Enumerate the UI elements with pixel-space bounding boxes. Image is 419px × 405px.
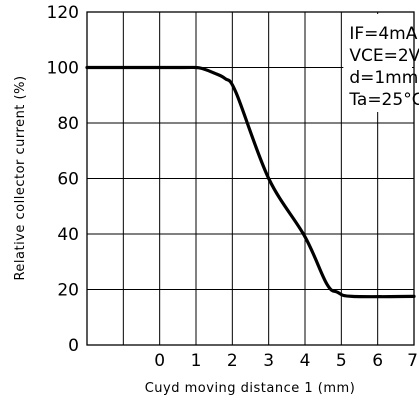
x-tick-label: 4 xyxy=(300,351,311,371)
y-tick-label: 100 xyxy=(47,59,79,79)
y-tick-label: 120 xyxy=(47,3,79,23)
x-tick-label: 2 xyxy=(227,351,238,371)
x-tick-label: 0 xyxy=(154,351,165,371)
x-tick-label: 7 xyxy=(407,351,418,371)
y-tick-label: 80 xyxy=(57,114,79,134)
y-tick-label: 20 xyxy=(57,281,79,301)
y-axis-label: Relative collector current (%) xyxy=(13,75,28,280)
y-tick-label: 0 xyxy=(68,336,79,356)
condition-d: d=1mm xyxy=(349,68,418,88)
condition-vce: VCE=2V xyxy=(349,46,419,66)
condition-ta: Ta=25°C xyxy=(348,90,419,110)
x-tick-label: 1 xyxy=(191,351,202,371)
x-axis-label: Cuyd moving distance 1 (mm) xyxy=(145,381,356,396)
condition-if: IF=4mA xyxy=(349,24,417,44)
x-tick-label: 3 xyxy=(263,351,274,371)
y-tick-label: 40 xyxy=(57,225,79,245)
x-tick-label: 6 xyxy=(372,351,383,371)
x-tick-label: 5 xyxy=(336,351,347,371)
y-tick-labels: 0 20 40 60 80 100 120 xyxy=(47,3,79,356)
conditions-legend: IF=4mA VCE=2V d=1mm Ta=25°C xyxy=(348,24,419,110)
plot-frame xyxy=(86,11,415,346)
series-line-0 xyxy=(85,65,416,299)
y-tick-label: 60 xyxy=(57,170,79,190)
x-tick-labels: 0 1 2 3 4 5 6 7 xyxy=(154,351,418,371)
series xyxy=(85,65,416,299)
conditions-box xyxy=(343,14,412,112)
